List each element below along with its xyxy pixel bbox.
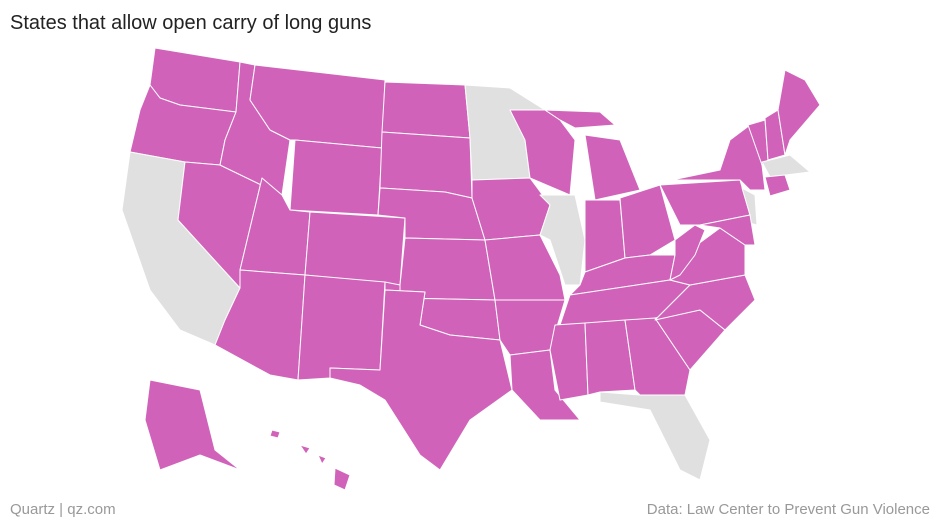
state (399, 237, 496, 301)
state (317, 454, 327, 465)
state (619, 184, 676, 259)
state (329, 289, 513, 471)
state (761, 154, 811, 178)
state (471, 177, 551, 241)
state (299, 444, 311, 455)
state (599, 391, 711, 481)
state (549, 322, 589, 401)
state (584, 134, 641, 201)
state (304, 211, 406, 286)
state (699, 214, 756, 246)
state (381, 81, 471, 139)
state (269, 429, 281, 439)
state (289, 139, 383, 216)
state (669, 224, 706, 281)
credit: Quartz | qz.com (10, 501, 116, 518)
states (121, 47, 821, 491)
source: Data: Law Center to Prevent Gun Violence (646, 501, 930, 518)
state (777, 69, 821, 156)
state (584, 319, 636, 396)
state (539, 194, 586, 286)
title: States that allow open carry of long gun… (10, 12, 372, 34)
state (297, 274, 386, 381)
state (144, 379, 241, 471)
state (333, 467, 351, 491)
state (379, 131, 473, 199)
state (544, 109, 616, 129)
state (484, 234, 566, 301)
state (764, 174, 791, 197)
